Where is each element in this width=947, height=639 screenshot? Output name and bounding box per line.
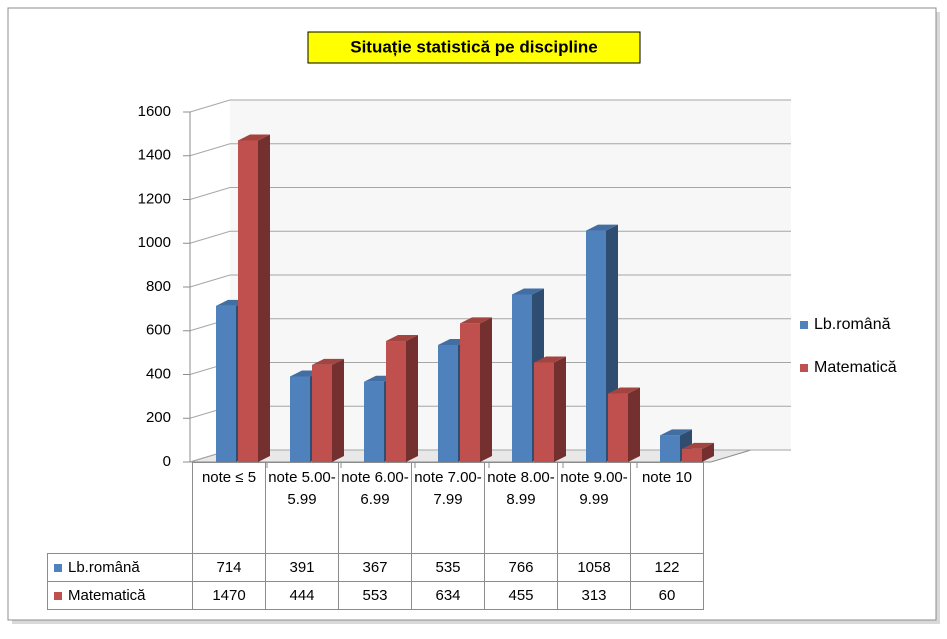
value-cell: 553 xyxy=(338,581,412,610)
value-cell: 122 xyxy=(630,553,704,582)
bar xyxy=(238,140,258,462)
value-cell: 714 xyxy=(192,553,266,582)
value-cell: 634 xyxy=(411,581,485,610)
value-cell: 535 xyxy=(411,553,485,582)
bar-side xyxy=(332,358,344,462)
y-tick-label: 200 xyxy=(146,409,171,426)
bar xyxy=(386,341,406,462)
bar xyxy=(586,230,606,462)
bar xyxy=(438,344,458,462)
bar-side xyxy=(480,317,492,462)
bar-side xyxy=(702,442,714,462)
table-corner xyxy=(47,462,193,554)
bar xyxy=(534,362,554,462)
bar-top xyxy=(460,317,492,324)
bar xyxy=(216,305,236,462)
category-label: note 6.00-6.99 xyxy=(338,462,412,554)
bar-side xyxy=(554,356,566,462)
bar xyxy=(682,448,702,462)
value-cell: 60 xyxy=(630,581,704,610)
y-tick-label: 800 xyxy=(146,278,171,295)
y-tick-label: 400 xyxy=(146,365,171,382)
grid-line xyxy=(189,187,791,200)
y-tick-label: 1600 xyxy=(138,103,171,120)
legend-label: Lb.română xyxy=(814,316,891,333)
y-tick-label: 1000 xyxy=(138,234,171,251)
category-label: note 5.00-5.99 xyxy=(265,462,339,554)
category-label: note 8.00-8.99 xyxy=(484,462,558,554)
table-legend-key xyxy=(54,591,62,600)
value-cell: 1058 xyxy=(557,553,631,582)
value-cell: 313 xyxy=(557,581,631,610)
series-cell: Lb.română xyxy=(47,553,193,582)
table-row: Matematică 1470 444 553 634 455 313 60 xyxy=(47,581,704,610)
value-cell: 391 xyxy=(265,553,339,582)
category-label: note 10 xyxy=(630,462,704,554)
bar-top xyxy=(586,224,618,231)
table-row: Lb.română 714 391 367 535 766 1058 122 xyxy=(47,553,704,582)
value-cell: 1470 xyxy=(192,581,266,610)
legend-label: Matematică xyxy=(814,359,897,376)
bar-side xyxy=(628,387,640,462)
bar-top xyxy=(660,429,692,436)
bar-side xyxy=(406,335,418,462)
title-box xyxy=(307,31,641,64)
bar-side xyxy=(258,134,270,462)
value-cell: 444 xyxy=(265,581,339,610)
y-tick-label: 1400 xyxy=(138,147,171,164)
data-table: note ≤ 5 note 5.00-5.99 note 6.00-6.99 note… xyxy=(47,462,704,610)
y-tick-label: 600 xyxy=(146,322,171,339)
category-label: note ≤ 5 xyxy=(192,462,266,554)
value-cell: 455 xyxy=(484,581,558,610)
bar-top xyxy=(682,442,714,449)
table-legend-key xyxy=(54,563,62,572)
y-tick-label: 0 xyxy=(163,453,171,470)
bar-top xyxy=(512,288,544,295)
grid-line xyxy=(189,99,791,113)
bar xyxy=(460,323,480,462)
table-header-row: note ≤ 5 note 5.00-5.99 note 6.00-6.99 note… xyxy=(47,462,704,554)
bar xyxy=(312,364,332,462)
bar xyxy=(290,376,310,462)
bar-top xyxy=(312,358,344,365)
bar-top xyxy=(238,134,270,141)
bar xyxy=(512,294,532,462)
legend-key xyxy=(800,364,808,372)
bar-top xyxy=(534,356,566,363)
bar-top xyxy=(386,335,418,342)
series-cell: Matematică xyxy=(47,581,193,610)
bar xyxy=(608,393,628,462)
category-label: note 7.00-7.99 xyxy=(411,462,485,554)
y-tick-label: 1200 xyxy=(138,190,171,207)
value-cell: 766 xyxy=(484,553,558,582)
series-name: Lb.română xyxy=(68,558,140,576)
chart-title: Situație statistică pe discipline xyxy=(350,37,598,56)
bar-top xyxy=(608,387,640,394)
grid-line xyxy=(189,143,791,157)
series-name: Matematică xyxy=(68,586,146,604)
legend-key xyxy=(800,321,808,329)
category-label: note 9.00-9.99 xyxy=(557,462,631,554)
value-cell: 367 xyxy=(338,553,412,582)
bar xyxy=(660,435,680,462)
bar xyxy=(364,381,384,462)
